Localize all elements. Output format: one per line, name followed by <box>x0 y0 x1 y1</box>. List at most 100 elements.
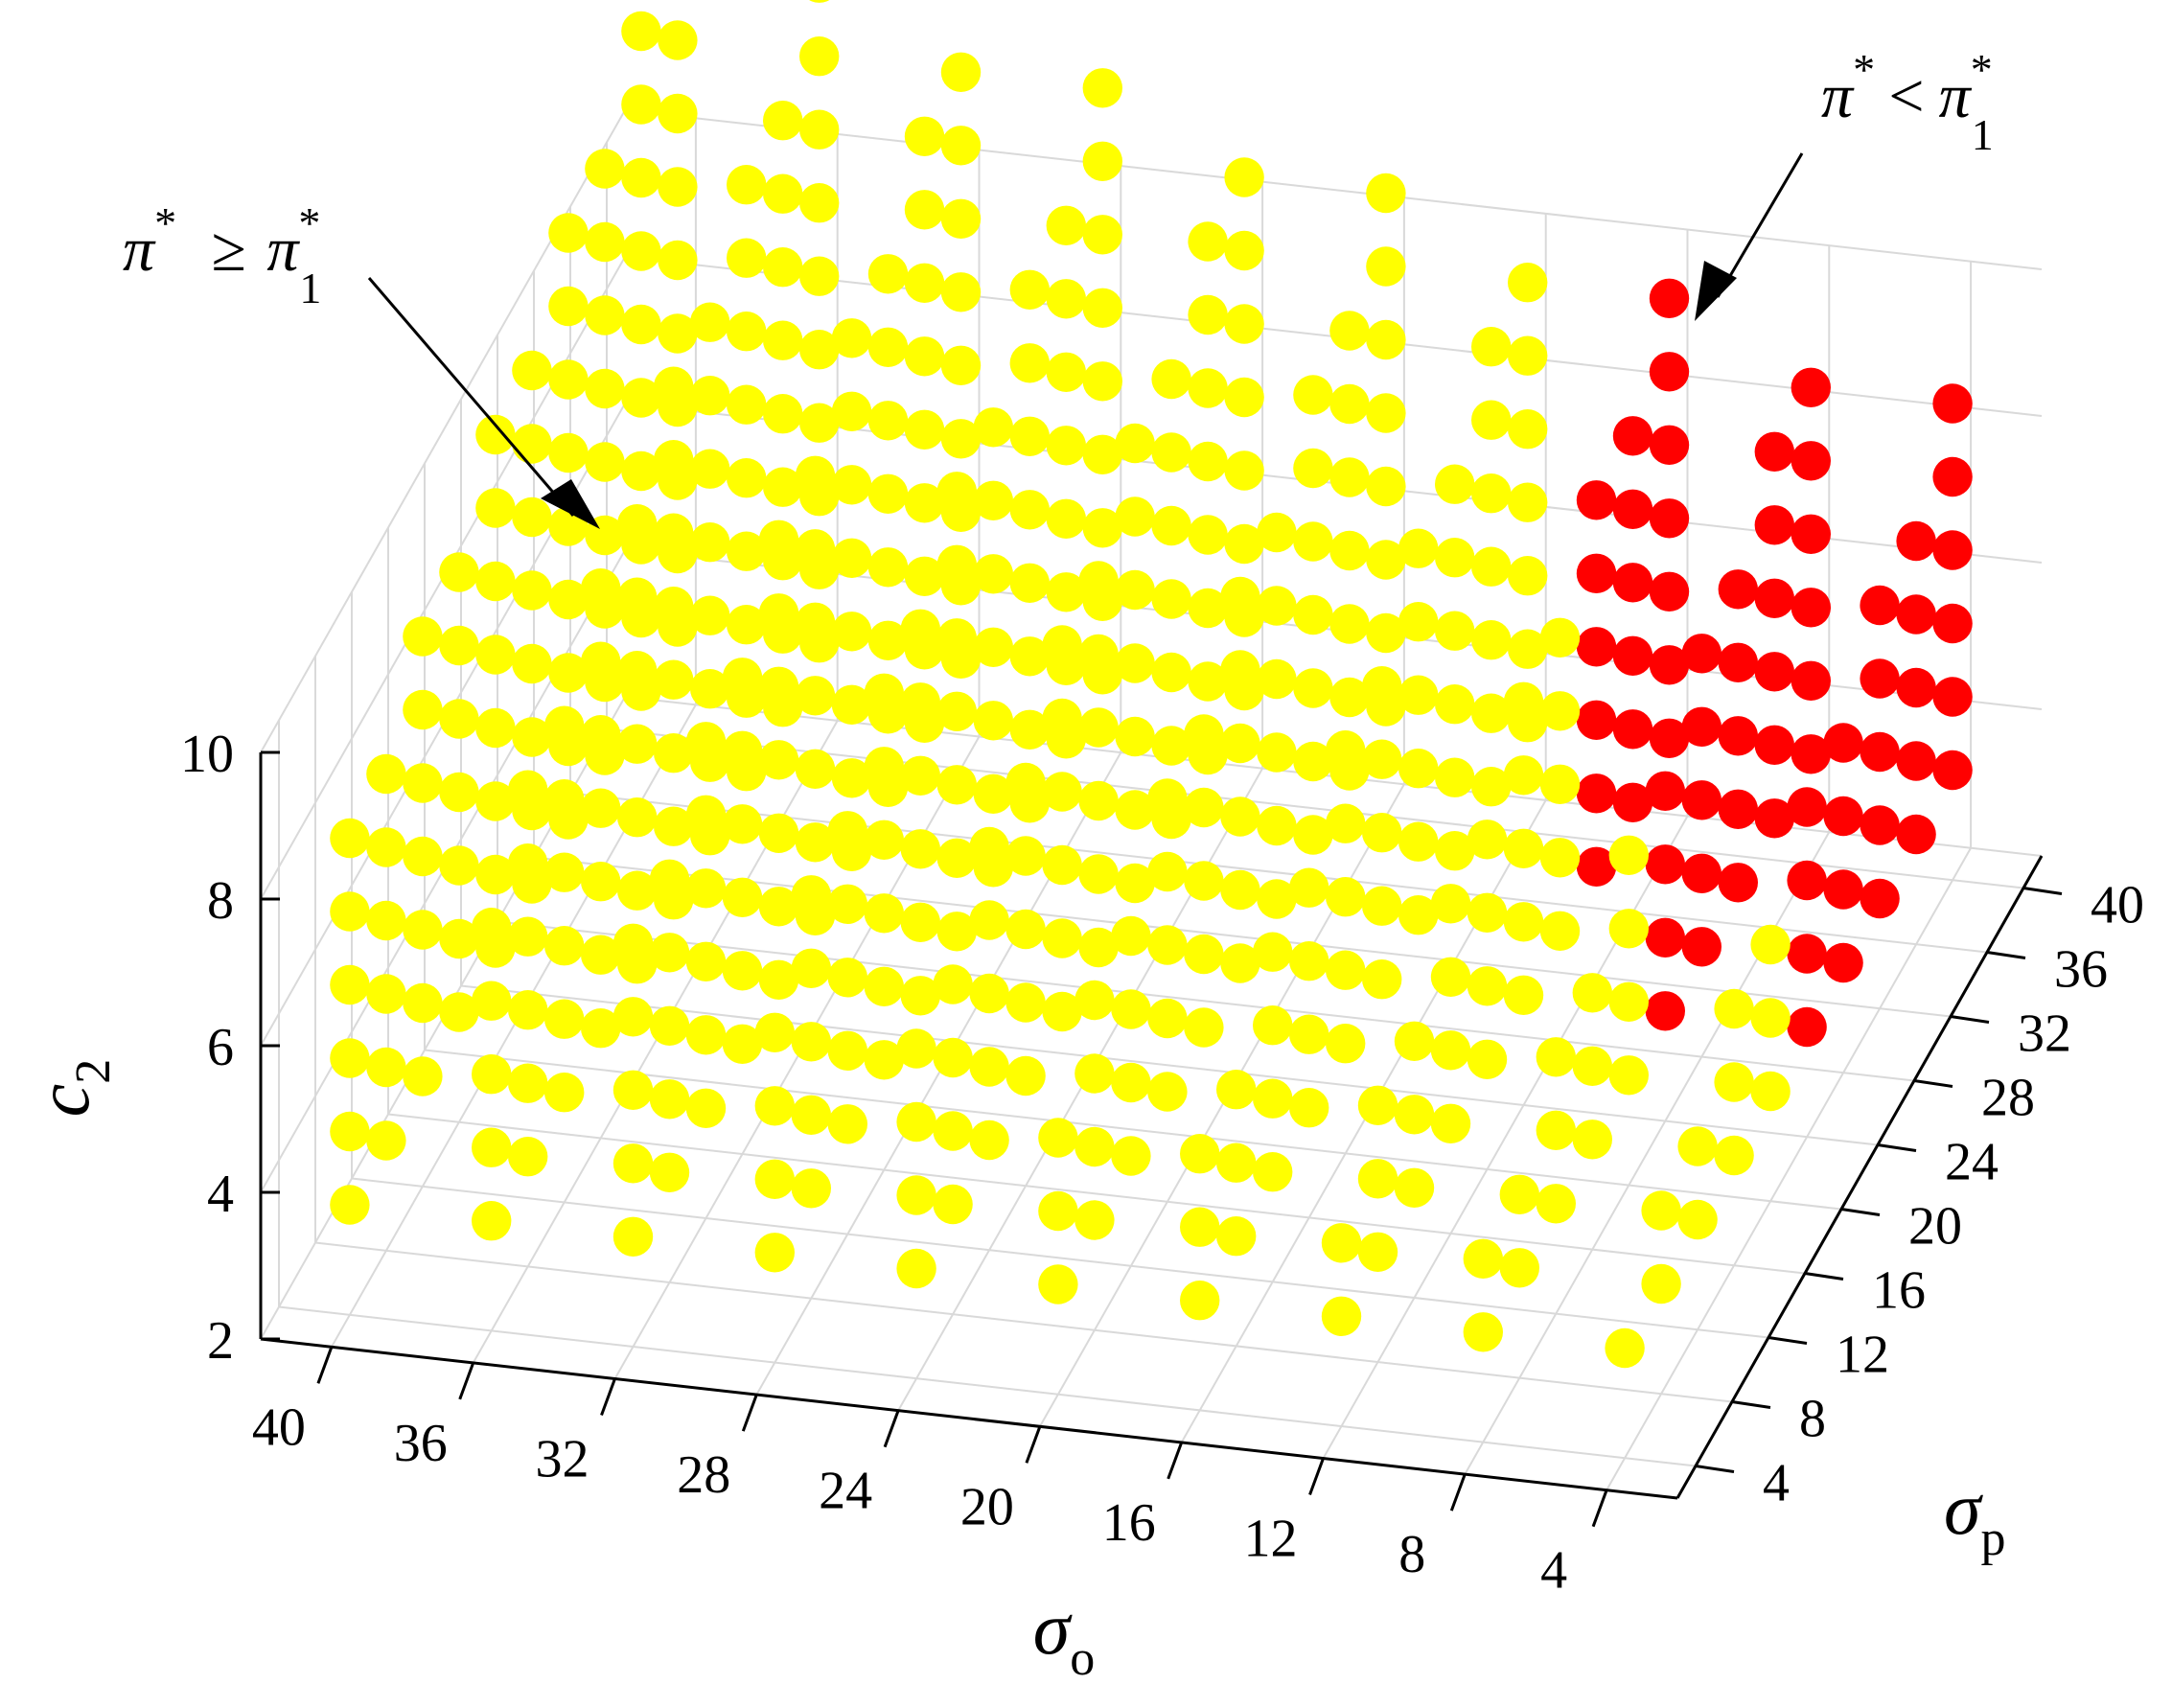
yellow-point <box>654 513 694 553</box>
z-tick-label: 4 <box>207 1165 234 1224</box>
yellow-point <box>791 1168 831 1209</box>
yellow-point <box>1147 851 1188 892</box>
yellow-point <box>799 109 840 150</box>
grid-line <box>314 1241 1733 1403</box>
yellow-point <box>1224 157 1264 197</box>
yellow-point <box>690 376 730 416</box>
yellow-point <box>1082 141 1123 181</box>
yellow-point <box>508 990 548 1030</box>
yellow-point <box>1357 1232 1398 1273</box>
yellow-point <box>1188 221 1228 262</box>
red-point <box>1649 278 1690 318</box>
yellow-point <box>831 612 872 652</box>
yellow-point <box>1362 666 1402 706</box>
yellow-point <box>1078 854 1119 894</box>
yellow-point <box>1677 1126 1718 1166</box>
red-point <box>1576 553 1617 593</box>
yellow-point <box>1005 909 1046 950</box>
yellow-point <box>685 795 727 835</box>
yellow-point <box>758 519 799 560</box>
yellow-point <box>1005 1055 1046 1096</box>
red-point <box>1718 569 1759 610</box>
yellow-point <box>831 465 872 505</box>
yellow-point <box>1398 821 1439 862</box>
yellow-point <box>1224 450 1264 491</box>
yellow-point <box>1151 432 1191 473</box>
yellow-point <box>548 579 589 620</box>
yellow-point <box>512 350 552 391</box>
yellow-point <box>1078 927 1119 968</box>
yellow-point <box>475 561 516 602</box>
y-axis-line <box>1675 855 2044 1499</box>
yellow-point <box>1042 698 1082 739</box>
yellow-point <box>1398 602 1439 642</box>
labels: 40 36 32 28 24 20 16 12 8 44812162024283236402468… <box>180 725 2144 1601</box>
yellow-point <box>1074 980 1115 1021</box>
yellow-point <box>831 538 872 578</box>
yellow-point <box>475 414 516 455</box>
yellow-point <box>1046 498 1087 539</box>
yellow-point <box>1508 629 1548 669</box>
yellow-point <box>1147 778 1188 819</box>
yellow-point <box>1257 658 1297 700</box>
yellow-point <box>973 554 1013 594</box>
yellow-point <box>1293 375 1333 415</box>
yellow-point <box>1188 588 1228 629</box>
yellow-point <box>1326 803 1366 843</box>
yellow-point <box>900 755 940 796</box>
red-point <box>1754 431 1795 472</box>
yellow-point <box>799 183 840 223</box>
yellow-point <box>867 547 909 588</box>
yellow-point <box>827 1104 867 1144</box>
y-axis-tick <box>1913 1079 1953 1088</box>
yellow-point <box>658 167 698 207</box>
grid-line <box>278 1305 1697 1467</box>
yellow-point <box>585 368 625 409</box>
yellow-point <box>1188 515 1228 555</box>
yellow-point <box>758 666 799 706</box>
yellow-point <box>403 689 443 730</box>
yellow-point <box>1430 1103 1471 1144</box>
yellow-point <box>548 653 589 693</box>
red-point <box>1791 588 1832 628</box>
yellow-point <box>581 715 621 755</box>
yellow-point <box>439 625 479 666</box>
yellow-point <box>799 36 840 77</box>
yellow-point <box>758 959 799 1000</box>
yellow-point <box>581 788 621 828</box>
red-point <box>1612 563 1653 603</box>
yellow-point <box>621 11 661 52</box>
yellow-point <box>1366 173 1406 214</box>
yellow-point <box>1394 1095 1435 1135</box>
yellow-point <box>1216 1143 1257 1183</box>
y-tick-label: 8 <box>1799 1390 1826 1449</box>
yellow-point <box>1224 304 1264 344</box>
yellow-point <box>827 811 867 851</box>
yellow-point <box>799 403 840 443</box>
red-point <box>1718 642 1759 682</box>
yellow-point <box>1329 457 1370 497</box>
yellow-point <box>969 1047 1009 1087</box>
yellow-point <box>658 20 698 60</box>
yellow-point <box>621 450 661 492</box>
grid-lines <box>260 109 2043 1491</box>
yellow-point <box>1366 246 1406 287</box>
yellow-point <box>1009 269 1051 310</box>
yellow-point <box>1184 714 1224 754</box>
yellow-point <box>933 1184 973 1225</box>
yellow-point <box>1539 691 1581 731</box>
yellow-point <box>1151 505 1191 546</box>
yellow-point <box>403 910 443 950</box>
yellow-point <box>1463 1238 1504 1280</box>
yellow-point <box>1289 1014 1329 1054</box>
yellow-point <box>1435 831 1475 871</box>
yellow-point <box>581 568 621 609</box>
y-axis-tick <box>2022 887 2063 895</box>
yellow-point <box>544 926 585 966</box>
yellow-point <box>690 595 730 635</box>
yellow-point <box>1293 741 1333 782</box>
yellow-point <box>330 964 370 1005</box>
yellow-point <box>809 0 830 3</box>
yellow-point <box>727 238 767 278</box>
yellow-point <box>1224 377 1264 418</box>
